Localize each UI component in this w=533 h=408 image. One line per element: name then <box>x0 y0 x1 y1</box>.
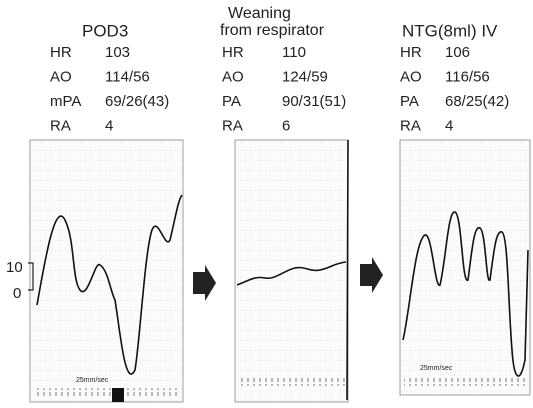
panel-title: from respirator <box>220 22 325 39</box>
scale-label: 10 <box>6 259 23 276</box>
vital-label: HR <box>50 44 72 61</box>
panel-title: Weaning <box>228 5 291 22</box>
vital-label: AO <box>222 68 244 85</box>
vital-value: 6 <box>282 117 290 134</box>
vital-value: 124/59 <box>282 68 328 85</box>
strip <box>400 140 530 395</box>
vital-value: 114/56 <box>105 68 150 85</box>
panel-title: POD3 <box>82 21 128 40</box>
time-ticks <box>404 378 526 386</box>
vital-label: PA <box>400 93 419 110</box>
time-ticks <box>34 388 179 396</box>
speed-label: 25mm/sec <box>420 365 453 372</box>
vital-value: 4 <box>445 117 453 134</box>
vital-label: HR <box>222 44 244 61</box>
vital-value: 4 <box>105 117 113 134</box>
vital-label: PA <box>222 93 241 110</box>
vital-label: RA <box>222 117 243 134</box>
strip <box>30 140 183 402</box>
vital-list: HR 110 AO 124/59 PA 90/31(51) RA 6 <box>222 44 346 135</box>
vital-value: 103 <box>105 44 130 61</box>
vital-label: AO <box>400 68 422 85</box>
panel-title: NTG(8ml) IV <box>402 21 498 40</box>
marker <box>112 388 124 402</box>
arrow <box>193 265 216 301</box>
vital-label: HR <box>400 44 422 61</box>
figure: 10 0 POD3 HR 103 AO 114/56 mPA 69/26(43) RA 4 2… <box>0 0 533 408</box>
vital-value: 90/31(51) <box>282 93 346 110</box>
vital-value: 68/25(42) <box>445 93 509 110</box>
vital-label: AO <box>50 68 72 85</box>
vital-value: 110 <box>282 44 306 61</box>
vital-value: 69/26(43) <box>105 93 169 110</box>
speed-label: 25mm/sec <box>76 377 109 384</box>
vital-value: 116/56 <box>445 68 490 85</box>
vital-value: 106 <box>445 44 470 61</box>
vital-label: mPA <box>50 93 81 110</box>
scale-label: 0 <box>13 285 21 302</box>
strip <box>235 140 348 402</box>
vital-list: HR 103 AO 114/56 mPA 69/26(43) RA 4 <box>50 44 169 135</box>
vital-label: RA <box>400 117 421 134</box>
vital-label: RA <box>50 117 71 134</box>
time-ticks <box>240 378 345 386</box>
vital-list: HR 106 AO 116/56 PA 68/25(42) RA 4 <box>400 44 509 135</box>
arrow <box>360 257 383 293</box>
